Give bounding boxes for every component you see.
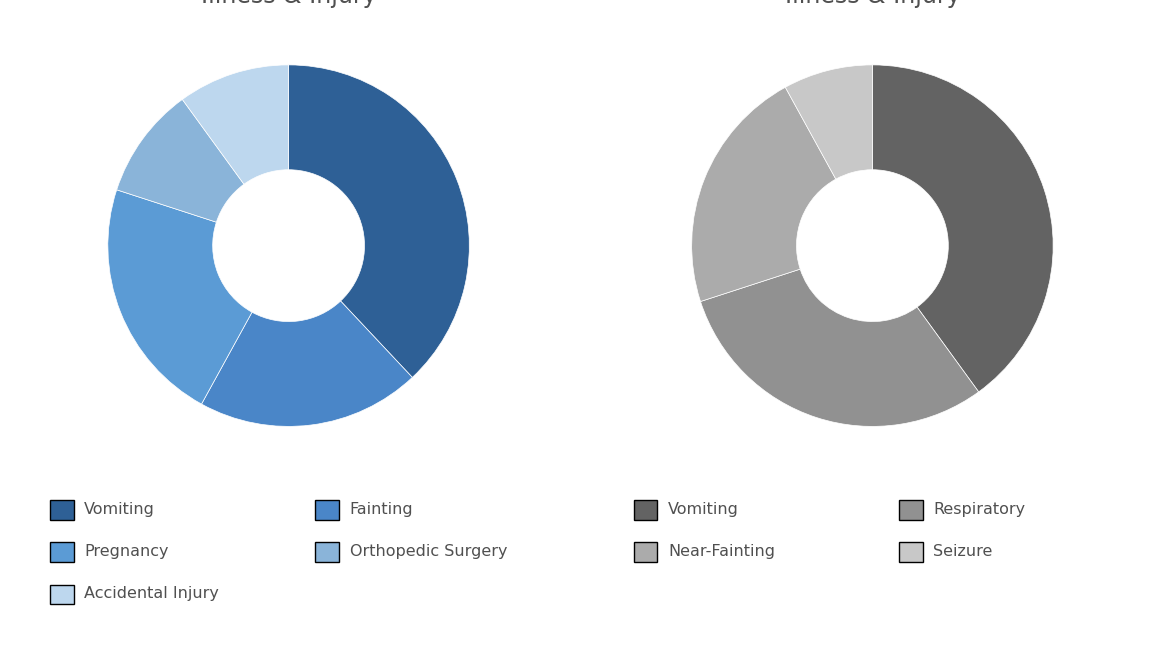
Wedge shape	[700, 269, 979, 426]
Text: Seizure: Seizure	[933, 544, 993, 559]
Wedge shape	[785, 65, 872, 179]
Wedge shape	[117, 99, 244, 222]
Text: Accidental Injury: Accidental Injury	[85, 586, 219, 601]
Text: Pregnancy: Pregnancy	[85, 544, 168, 559]
FancyBboxPatch shape	[315, 543, 339, 562]
FancyBboxPatch shape	[634, 500, 657, 520]
FancyBboxPatch shape	[634, 543, 657, 562]
Wedge shape	[872, 65, 1053, 392]
FancyBboxPatch shape	[315, 500, 339, 520]
Wedge shape	[289, 65, 469, 377]
Text: Orthopedic Surgery: Orthopedic Surgery	[349, 544, 507, 559]
FancyBboxPatch shape	[50, 500, 73, 520]
Text: Fainting: Fainting	[349, 502, 413, 517]
Text: Vomiting: Vomiting	[668, 502, 738, 517]
Text: Vomiting: Vomiting	[85, 502, 156, 517]
Wedge shape	[182, 65, 289, 184]
Title: Frequency Of In-Flight
Illness & Injury: Frequency Of In-Flight Illness & Injury	[742, 0, 1003, 8]
Wedge shape	[202, 301, 412, 426]
Wedge shape	[108, 190, 252, 404]
Text: Near-Fainting: Near-Fainting	[668, 544, 776, 559]
Text: Respiratory: Respiratory	[933, 502, 1025, 517]
Wedge shape	[692, 87, 836, 302]
Title: Frequency Of Pre-Flight
Illness & Injury: Frequency Of Pre-Flight Illness & Injury	[151, 0, 427, 8]
FancyBboxPatch shape	[50, 585, 73, 604]
FancyBboxPatch shape	[899, 500, 923, 520]
FancyBboxPatch shape	[50, 543, 73, 562]
FancyBboxPatch shape	[899, 543, 923, 562]
